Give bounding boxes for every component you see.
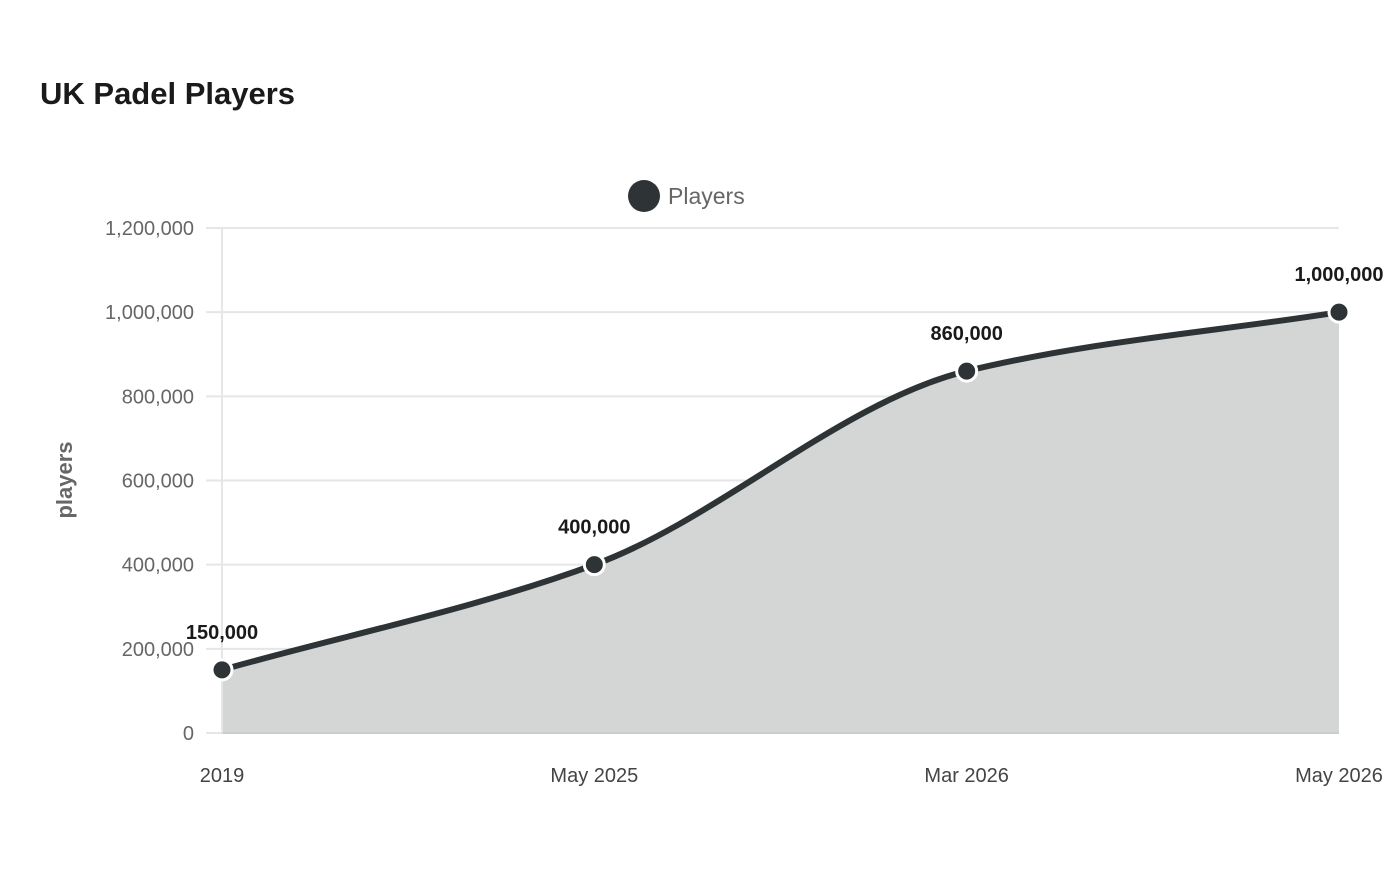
area-layer (222, 312, 1339, 734)
y-tick-label: 1,000,000 (105, 302, 194, 324)
x-tick-label: May 2025 (550, 765, 638, 787)
data-label: 400,000 (558, 517, 630, 539)
legend-label[interactable]: Players (668, 183, 745, 209)
data-point (582, 553, 606, 577)
x-tick-label: May 2026 (1295, 765, 1383, 787)
data-point (210, 658, 234, 682)
y-tick-label: 0 (183, 723, 194, 745)
data-label: 860,000 (931, 323, 1003, 345)
series-area (222, 312, 1339, 733)
series-line (219, 309, 1342, 673)
y-tick-label: 1,200,000 (105, 218, 194, 240)
x-tick-label: 2019 (200, 765, 245, 787)
y-tick-label: 400,000 (122, 555, 194, 577)
chart-title: UK Padel Players (40, 76, 296, 111)
y-tick-label: 800,000 (122, 386, 194, 408)
label-layer: 150,000 400,000 860,000 1,000,000 (186, 264, 1384, 644)
data-label: 1,000,000 (1295, 264, 1384, 286)
y-tick-label: 600,000 (122, 471, 194, 493)
point-layer (210, 300, 1351, 682)
y-tick-label: 200,000 (122, 639, 194, 661)
data-point (1327, 300, 1351, 324)
data-label: 150,000 (186, 622, 258, 644)
axis-layer: 0 200,000 400,000 600,000 800,000 1,000,000 1,… (105, 218, 1383, 787)
line-layer (219, 309, 1342, 673)
legend-marker[interactable] (628, 180, 660, 212)
x-tick-label: Mar 2026 (924, 765, 1009, 787)
legend[interactable]: Players (628, 180, 745, 212)
y-axis-title: players (52, 441, 77, 518)
data-point (955, 359, 979, 383)
